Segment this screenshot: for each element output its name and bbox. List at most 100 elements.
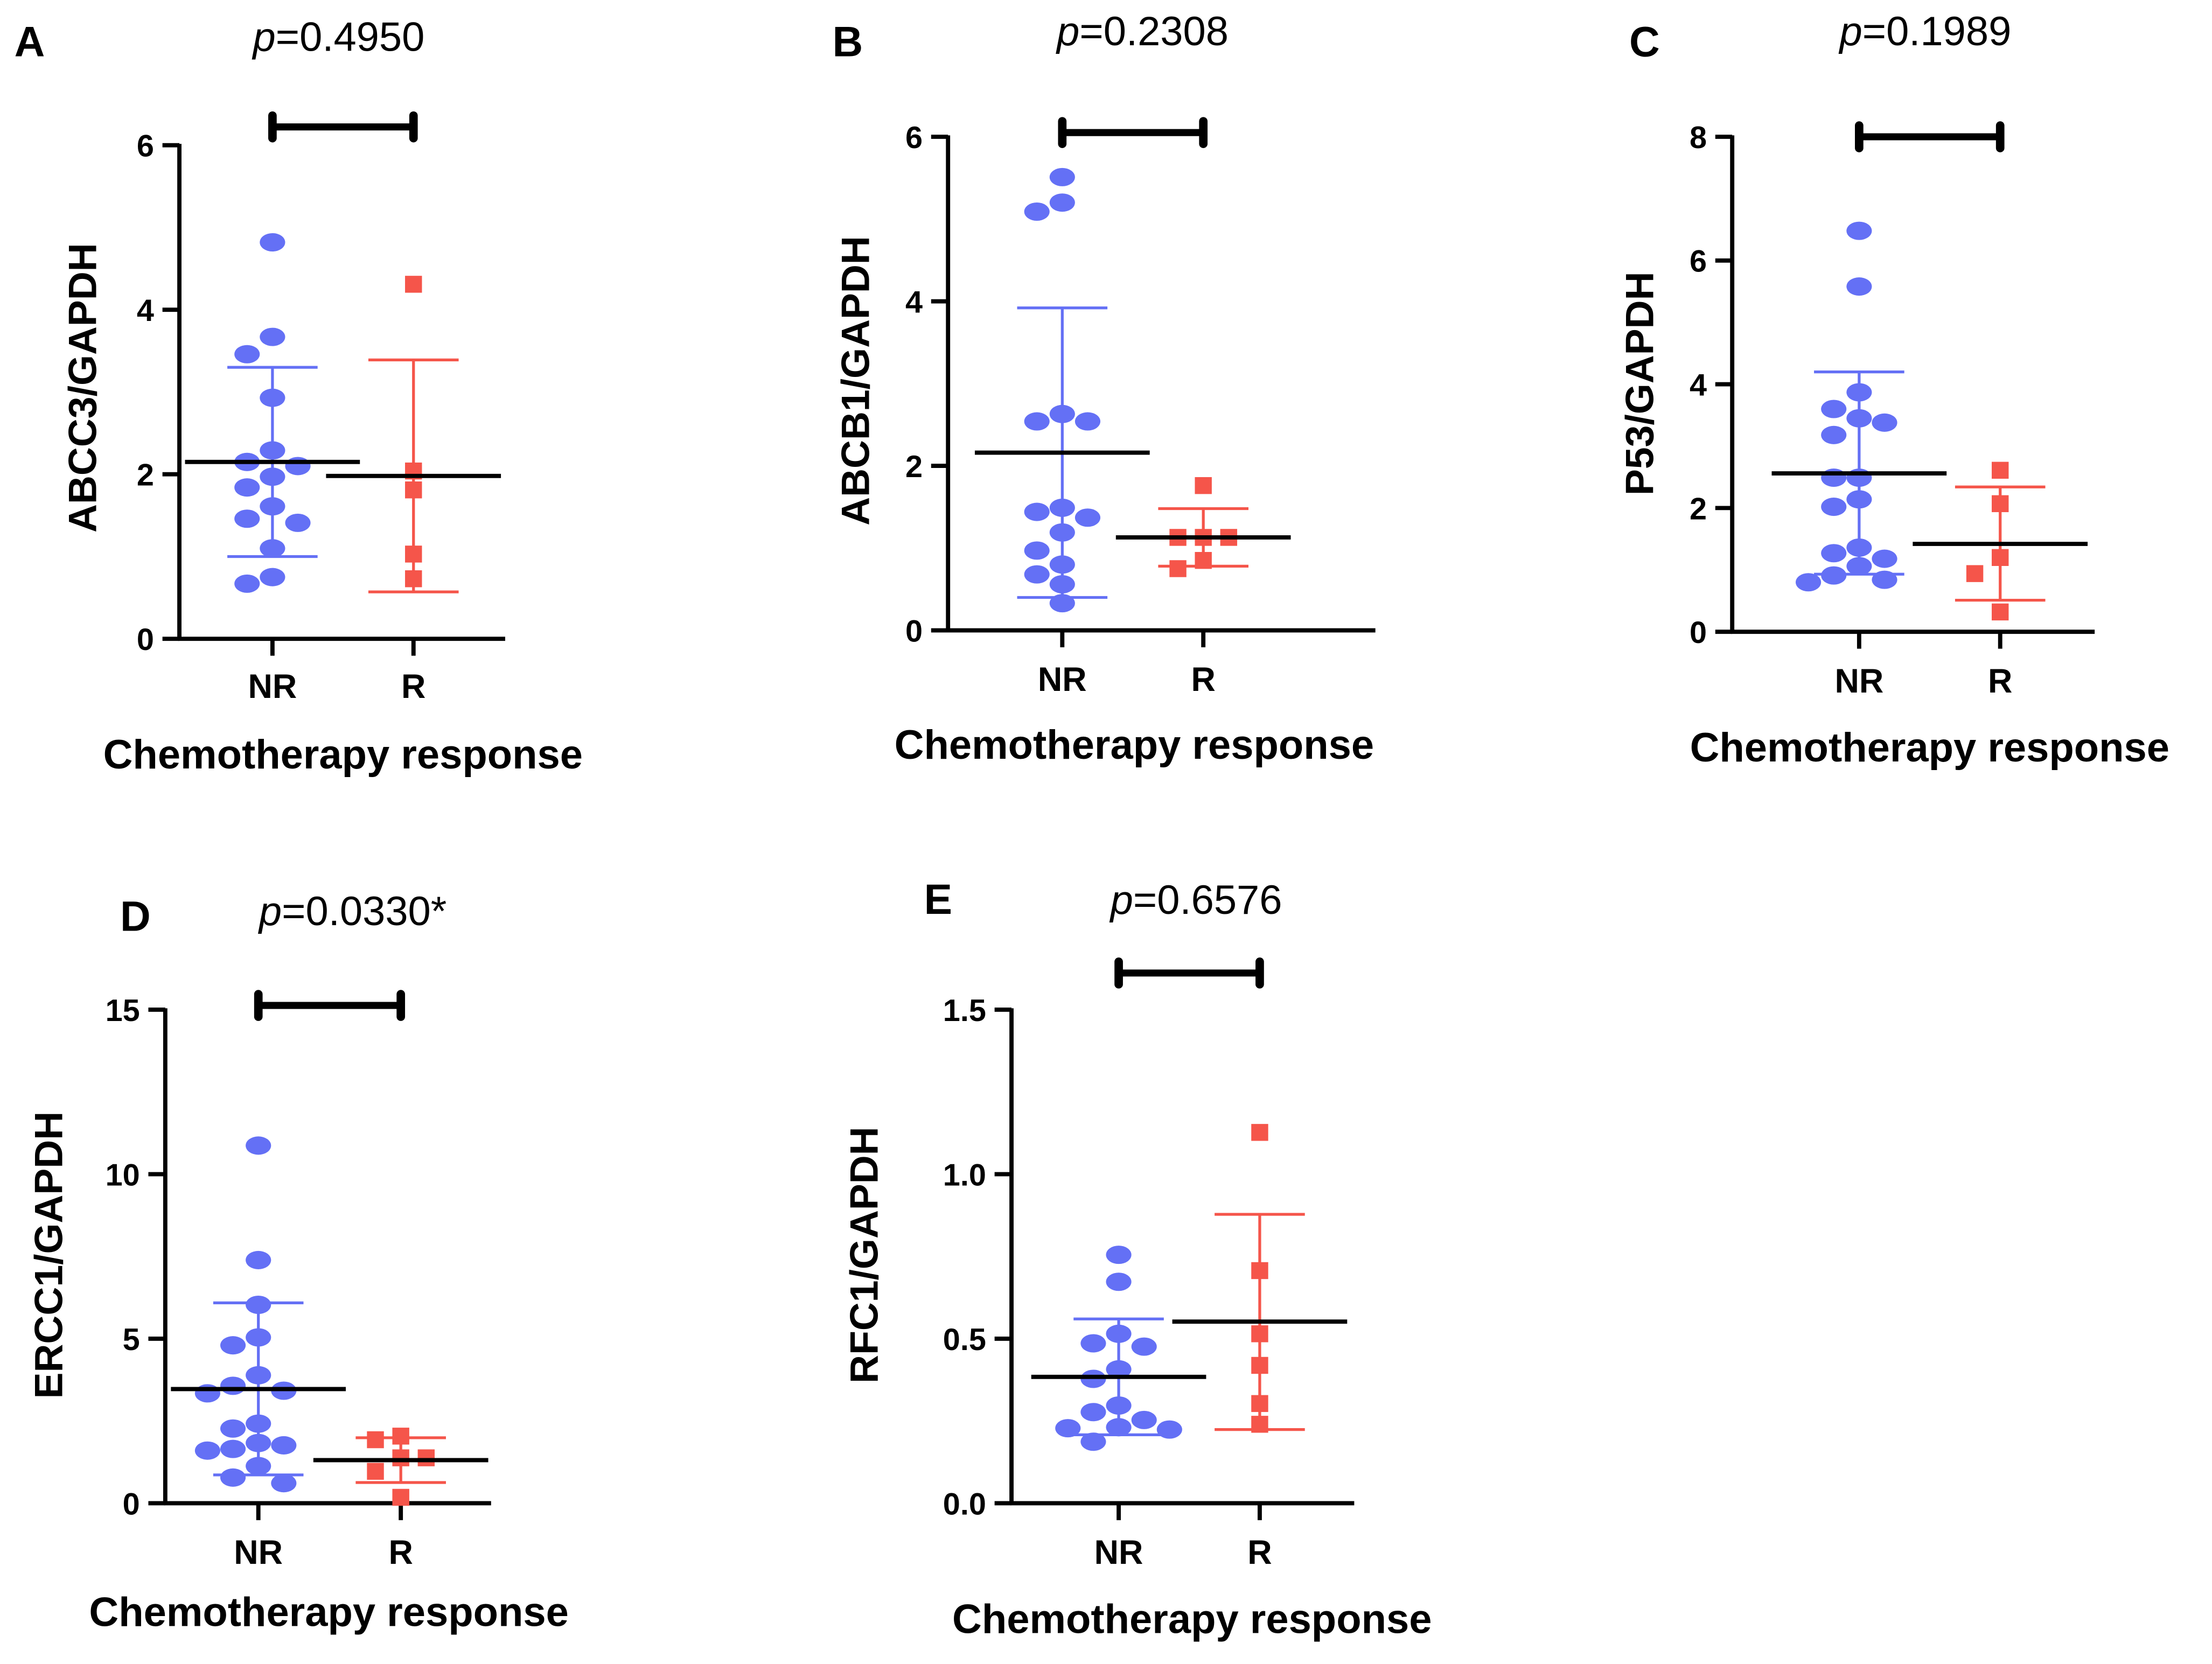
data-point [220, 1376, 246, 1395]
x-tick-label: R [1988, 662, 2012, 700]
y-axis-title: RFC1/GAPDH [842, 1127, 886, 1383]
data-point [234, 345, 260, 363]
y-tick-label: 15 [106, 994, 140, 1028]
y-tick-label: 0 [137, 623, 154, 657]
data-point [1024, 502, 1050, 521]
data-point [260, 327, 285, 346]
series-nr [1771, 221, 1947, 592]
y-tick-label: 4 [1690, 368, 1707, 403]
y-axis-title: P53/GAPDH [1618, 271, 1662, 495]
data-point [260, 568, 285, 586]
data-point [1055, 1419, 1081, 1438]
data-point [1821, 566, 1847, 585]
series-r [313, 1428, 489, 1506]
y-tick-label: 2 [137, 458, 154, 493]
data-point [246, 1366, 271, 1385]
data-point [1024, 541, 1050, 560]
data-point [1992, 549, 2009, 566]
panel-letter: E [924, 876, 952, 923]
data-point [405, 570, 422, 588]
data-point [1251, 1357, 1268, 1374]
data-point [285, 513, 311, 532]
series-r [326, 276, 501, 593]
x-axis-title: Chemotherapy response [952, 1596, 1432, 1642]
data-point [1846, 409, 1872, 428]
y-tick-label: 5 [123, 1323, 140, 1357]
data-point [234, 509, 260, 528]
data-point [1846, 383, 1872, 402]
data-point [271, 1436, 297, 1455]
y-tick-label: 0.0 [943, 1487, 986, 1521]
data-point [1251, 1262, 1268, 1280]
data-point [1131, 1337, 1157, 1356]
data-point [246, 1457, 271, 1476]
series-r [1115, 477, 1291, 577]
data-point [405, 481, 422, 499]
data-point [260, 539, 285, 558]
data-point [1049, 193, 1075, 212]
data-point [285, 457, 311, 476]
data-point [246, 1434, 271, 1452]
data-point [194, 1441, 220, 1460]
data-point [220, 1439, 246, 1458]
data-point [1846, 538, 1872, 557]
series-nr [1031, 1246, 1206, 1451]
x-tick-label: NR [248, 668, 297, 705]
data-point [1872, 413, 1897, 432]
data-point [246, 1328, 271, 1347]
data-point [1195, 551, 1212, 569]
y-tick-label: 10 [106, 1158, 140, 1192]
y-tick-label: 8 [1690, 121, 1707, 155]
data-point [271, 1474, 297, 1493]
x-tick-label: R [401, 668, 425, 705]
data-point [246, 1136, 271, 1155]
y-tick-label: 2 [905, 450, 923, 484]
y-tick-label: 6 [905, 121, 923, 155]
p-value-annotation: p=0.6576 [1110, 877, 1282, 923]
data-point [1024, 412, 1050, 431]
p-value-text: =0.2308 [1079, 9, 1229, 54]
data-point [1049, 523, 1075, 542]
data-point [367, 1431, 384, 1449]
data-point [1131, 1410, 1157, 1429]
p-value-text: =0.0330* [282, 889, 446, 934]
panel-letter: D [120, 892, 151, 940]
series-nr [171, 1136, 346, 1493]
data-point [1106, 1324, 1132, 1343]
y-tick-label: 6 [137, 129, 154, 164]
data-point [1872, 549, 1897, 568]
data-point [1846, 490, 1872, 509]
p-symbol: p [1056, 9, 1079, 54]
panel-letter: B [832, 18, 863, 66]
data-point [1992, 603, 2009, 621]
data-point [246, 1414, 271, 1433]
p-symbol: p [1110, 877, 1133, 923]
p-symbol: p [258, 889, 282, 934]
x-tick-label: NR [1094, 1534, 1143, 1571]
data-point [246, 1250, 271, 1269]
x-axis-title: Chemotherapy response [895, 722, 1374, 768]
data-point [1049, 498, 1075, 517]
data-point [1821, 400, 1847, 418]
y-tick-label: 1.0 [943, 1158, 986, 1192]
data-point [1846, 557, 1872, 576]
y-tick-label: 4 [137, 293, 154, 328]
panel-letter: C [1629, 18, 1660, 66]
series-r [1172, 1124, 1348, 1433]
p-value-text: =0.6576 [1133, 877, 1282, 923]
data-point [220, 1419, 246, 1438]
data-point [1080, 1403, 1106, 1422]
data-point [1821, 498, 1847, 516]
data-point [1846, 221, 1872, 240]
data-point [1080, 1334, 1106, 1353]
data-point [1049, 167, 1075, 186]
data-point [220, 1336, 246, 1355]
data-point [1074, 508, 1101, 527]
data-point [1966, 565, 1984, 582]
data-point [1821, 544, 1847, 563]
